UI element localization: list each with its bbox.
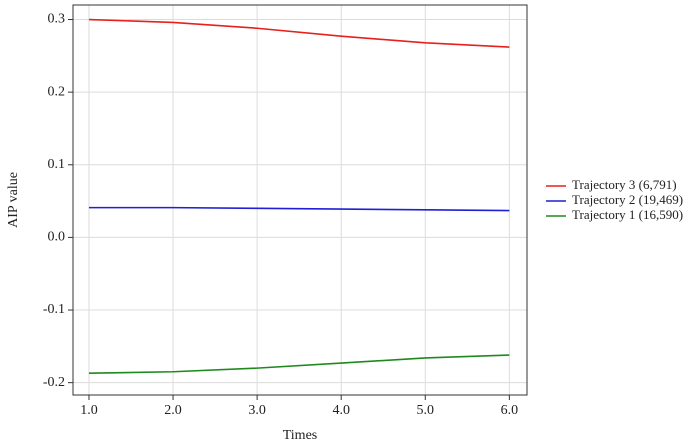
legend-label: Trajectory 2 (19,469) [572, 192, 683, 207]
y-tick-label: -0.1 [43, 302, 65, 317]
y-tick-label: 0.3 [48, 12, 66, 27]
y-tick-label: 0.2 [48, 84, 66, 99]
x-tick-label: 5.0 [417, 403, 435, 418]
legend-label: Trajectory 3 (6,791) [572, 177, 677, 192]
x-tick-label: 4.0 [332, 403, 350, 418]
x-tick-label: 1.0 [80, 403, 98, 418]
x-axis-label: Times [283, 428, 318, 443]
legend: Trajectory 3 (6,791)Trajectory 2 (19,469… [546, 177, 683, 222]
series-line [88, 206, 510, 212]
x-tick-label: 3.0 [248, 403, 266, 418]
y-axis-label: AIP value [6, 172, 21, 228]
series-line [88, 354, 510, 375]
y-tick-label: 0.1 [48, 157, 66, 172]
x-tick-label: 2.0 [164, 403, 182, 418]
x-tick-label: 6.0 [501, 403, 519, 418]
plot-frame [72, 4, 528, 396]
legend-label: Trajectory 1 (16,590) [572, 207, 683, 222]
series-line [88, 18, 510, 48]
y-tick-label: -0.2 [43, 375, 65, 390]
y-tick-label: 0.0 [48, 230, 66, 245]
